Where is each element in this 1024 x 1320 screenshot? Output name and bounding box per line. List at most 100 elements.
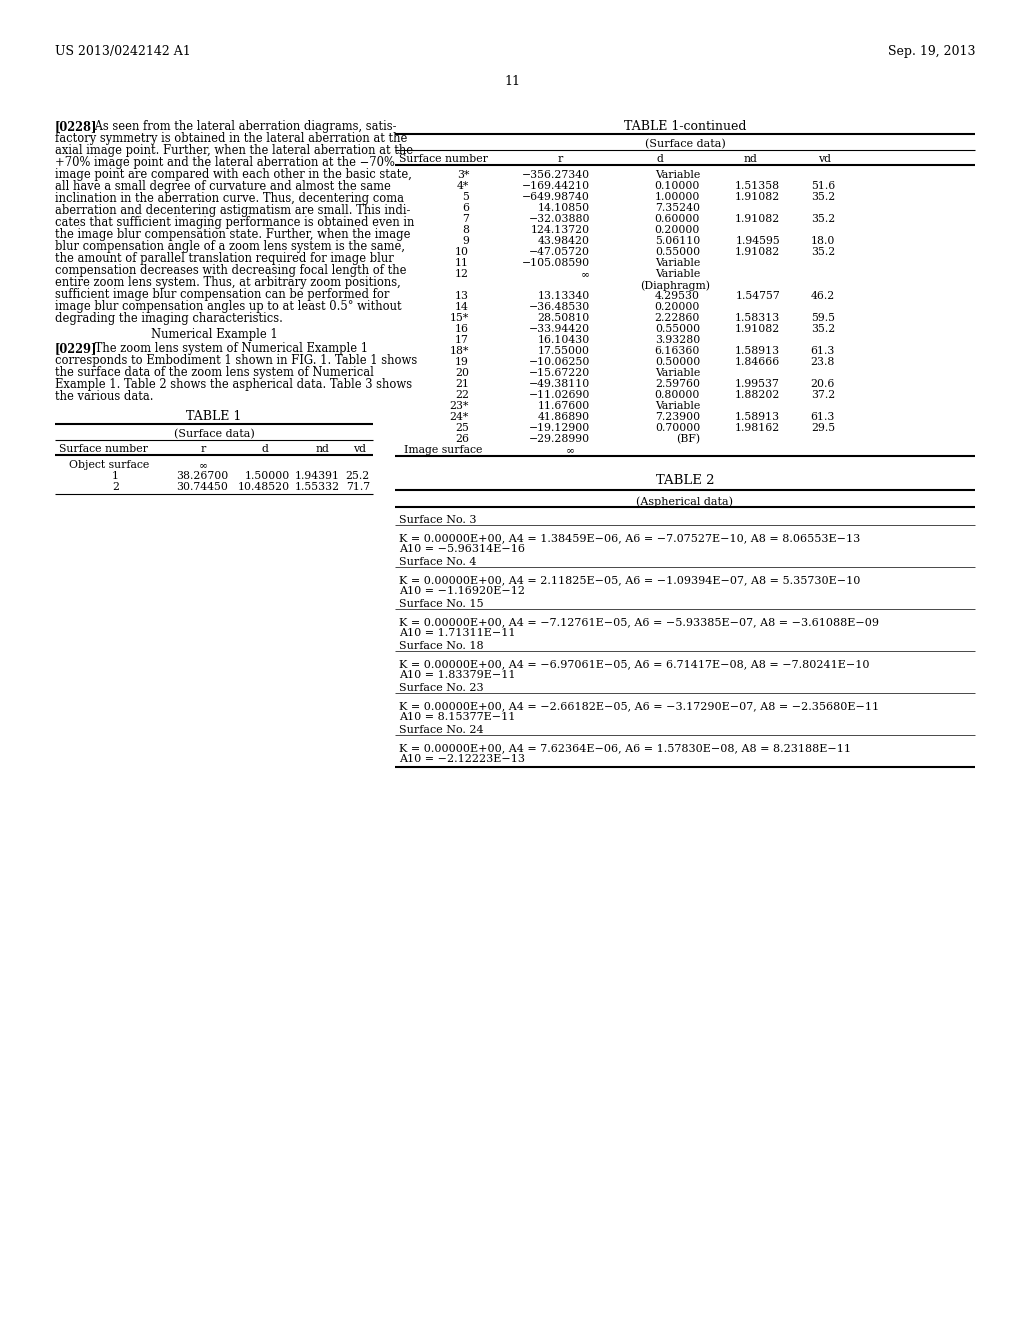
Text: (Surface data): (Surface data) bbox=[645, 139, 725, 149]
Text: 1: 1 bbox=[112, 471, 119, 480]
Text: (BF): (BF) bbox=[676, 434, 700, 445]
Text: 1.91082: 1.91082 bbox=[735, 323, 780, 334]
Text: 12: 12 bbox=[455, 269, 469, 279]
Text: 1.84666: 1.84666 bbox=[735, 356, 780, 367]
Text: 0.80000: 0.80000 bbox=[654, 389, 700, 400]
Text: 11.67600: 11.67600 bbox=[538, 401, 590, 411]
Text: −356.27340: −356.27340 bbox=[522, 170, 590, 180]
Text: As seen from the lateral aberration diagrams, satis-: As seen from the lateral aberration diag… bbox=[91, 120, 396, 133]
Text: 16: 16 bbox=[455, 323, 469, 334]
Text: A10 = 8.15377E−11: A10 = 8.15377E−11 bbox=[399, 711, 515, 722]
Text: corresponds to Embodiment 1 shown in FIG. 1. Table 1 shows: corresponds to Embodiment 1 shown in FIG… bbox=[55, 354, 417, 367]
Text: nd: nd bbox=[743, 154, 757, 164]
Text: 61.3: 61.3 bbox=[811, 346, 835, 356]
Text: sufficient image blur compensation can be performed for: sufficient image blur compensation can b… bbox=[55, 288, 389, 301]
Text: the surface data of the zoom lens system of Numerical: the surface data of the zoom lens system… bbox=[55, 366, 374, 379]
Text: 61.3: 61.3 bbox=[811, 412, 835, 422]
Text: (Diaphragm): (Diaphragm) bbox=[640, 280, 710, 290]
Text: K = 0.00000E+00, A4 = 1.38459E−06, A6 = −7.07527E−10, A8 = 8.06553E−13: K = 0.00000E+00, A4 = 1.38459E−06, A6 = … bbox=[399, 533, 860, 543]
Text: US 2013/0242142 A1: US 2013/0242142 A1 bbox=[55, 45, 190, 58]
Text: 59.5: 59.5 bbox=[811, 313, 835, 323]
Text: −169.44210: −169.44210 bbox=[522, 181, 590, 191]
Text: K = 0.00000E+00, A4 = 2.11825E−05, A6 = −1.09394E−07, A8 = 5.35730E−10: K = 0.00000E+00, A4 = 2.11825E−05, A6 = … bbox=[399, 576, 860, 585]
Text: d: d bbox=[261, 444, 268, 454]
Text: 0.50000: 0.50000 bbox=[654, 356, 700, 367]
Text: 20: 20 bbox=[455, 368, 469, 378]
Text: 28.50810: 28.50810 bbox=[538, 313, 590, 323]
Text: 17: 17 bbox=[455, 335, 469, 345]
Text: 0.10000: 0.10000 bbox=[654, 181, 700, 191]
Text: 1.00000: 1.00000 bbox=[654, 191, 700, 202]
Text: K = 0.00000E+00, A4 = 7.62364E−06, A6 = 1.57830E−08, A8 = 8.23188E−11: K = 0.00000E+00, A4 = 7.62364E−06, A6 = … bbox=[399, 743, 851, 752]
Text: vd: vd bbox=[818, 154, 831, 164]
Text: 6: 6 bbox=[462, 203, 469, 213]
Text: 22: 22 bbox=[455, 389, 469, 400]
Text: image point are compared with each other in the basic state,: image point are compared with each other… bbox=[55, 168, 412, 181]
Text: ∞: ∞ bbox=[199, 459, 208, 470]
Text: r: r bbox=[201, 444, 206, 454]
Text: vd: vd bbox=[353, 444, 367, 454]
Text: −19.12900: −19.12900 bbox=[528, 422, 590, 433]
Text: blur compensation angle of a zoom lens system is the same,: blur compensation angle of a zoom lens s… bbox=[55, 240, 406, 253]
Text: Surface No. 3: Surface No. 3 bbox=[399, 515, 476, 525]
Text: 1.91082: 1.91082 bbox=[735, 214, 780, 224]
Text: 25: 25 bbox=[455, 422, 469, 433]
Text: Example 1. Table 2 shows the aspherical data. Table 3 shows: Example 1. Table 2 shows the aspherical … bbox=[55, 378, 412, 391]
Text: K = 0.00000E+00, A4 = −2.66182E−05, A6 = −3.17290E−07, A8 = −2.35680E−11: K = 0.00000E+00, A4 = −2.66182E−05, A6 =… bbox=[399, 701, 880, 711]
Text: [0229]: [0229] bbox=[55, 342, 97, 355]
Text: 21: 21 bbox=[455, 379, 469, 389]
Text: r: r bbox=[557, 154, 562, 164]
Text: 15*: 15* bbox=[450, 313, 469, 323]
Text: 19: 19 bbox=[455, 356, 469, 367]
Text: d: d bbox=[656, 154, 664, 164]
Text: Image surface: Image surface bbox=[404, 445, 482, 455]
Text: −15.67220: −15.67220 bbox=[528, 368, 590, 378]
Text: 10.48520: 10.48520 bbox=[238, 482, 290, 492]
Text: −33.94420: −33.94420 bbox=[528, 323, 590, 334]
Text: 0.70000: 0.70000 bbox=[654, 422, 700, 433]
Text: 1.98162: 1.98162 bbox=[735, 422, 780, 433]
Text: 14.10850: 14.10850 bbox=[538, 203, 590, 213]
Text: Surface No. 23: Surface No. 23 bbox=[399, 682, 483, 693]
Text: 3*: 3* bbox=[457, 170, 469, 180]
Text: entire zoom lens system. Thus, at arbitrary zoom positions,: entire zoom lens system. Thus, at arbitr… bbox=[55, 276, 400, 289]
Text: The zoom lens system of Numerical Example 1: The zoom lens system of Numerical Exampl… bbox=[91, 342, 368, 355]
Text: (Surface data): (Surface data) bbox=[174, 429, 254, 440]
Text: A10 = −5.96314E−16: A10 = −5.96314E−16 bbox=[399, 544, 525, 554]
Text: 3.93280: 3.93280 bbox=[654, 335, 700, 345]
Text: 0.55000: 0.55000 bbox=[655, 247, 700, 257]
Text: 23.8: 23.8 bbox=[811, 356, 835, 367]
Text: 23*: 23* bbox=[450, 401, 469, 411]
Text: 4*: 4* bbox=[457, 181, 469, 191]
Text: 1.88202: 1.88202 bbox=[734, 389, 780, 400]
Text: 2: 2 bbox=[112, 482, 119, 492]
Text: compensation decreases with decreasing focal length of the: compensation decreases with decreasing f… bbox=[55, 264, 407, 277]
Text: 0.20000: 0.20000 bbox=[654, 224, 700, 235]
Text: Surface No. 24: Surface No. 24 bbox=[399, 725, 483, 735]
Text: Variable: Variable bbox=[654, 368, 700, 378]
Text: 11: 11 bbox=[504, 75, 520, 88]
Text: −49.38110: −49.38110 bbox=[528, 379, 590, 389]
Text: 37.2: 37.2 bbox=[811, 389, 835, 400]
Text: K = 0.00000E+00, A4 = −7.12761E−05, A6 = −5.93385E−07, A8 = −3.61088E−09: K = 0.00000E+00, A4 = −7.12761E−05, A6 =… bbox=[399, 616, 879, 627]
Text: Sep. 19, 2013: Sep. 19, 2013 bbox=[888, 45, 975, 58]
Text: 35.2: 35.2 bbox=[811, 247, 835, 257]
Text: 38.26700: 38.26700 bbox=[176, 471, 228, 480]
Text: 71.7: 71.7 bbox=[346, 482, 370, 492]
Text: 8: 8 bbox=[462, 224, 469, 235]
Text: 18*: 18* bbox=[450, 346, 469, 356]
Text: 1.54757: 1.54757 bbox=[735, 290, 780, 301]
Text: 124.13720: 124.13720 bbox=[530, 224, 590, 235]
Text: axial image point. Further, when the lateral aberration at the: axial image point. Further, when the lat… bbox=[55, 144, 413, 157]
Text: 9: 9 bbox=[462, 236, 469, 246]
Text: 35.2: 35.2 bbox=[811, 191, 835, 202]
Text: the various data.: the various data. bbox=[55, 389, 154, 403]
Text: Surface No. 18: Surface No. 18 bbox=[399, 642, 483, 651]
Text: Variable: Variable bbox=[654, 401, 700, 411]
Text: 7.23900: 7.23900 bbox=[655, 412, 700, 422]
Text: 17.55000: 17.55000 bbox=[538, 346, 590, 356]
Text: Surface No. 15: Surface No. 15 bbox=[399, 599, 483, 609]
Text: −11.02690: −11.02690 bbox=[528, 389, 590, 400]
Text: 7.35240: 7.35240 bbox=[655, 203, 700, 213]
Text: inclination in the aberration curve. Thus, decentering coma: inclination in the aberration curve. Thu… bbox=[55, 191, 404, 205]
